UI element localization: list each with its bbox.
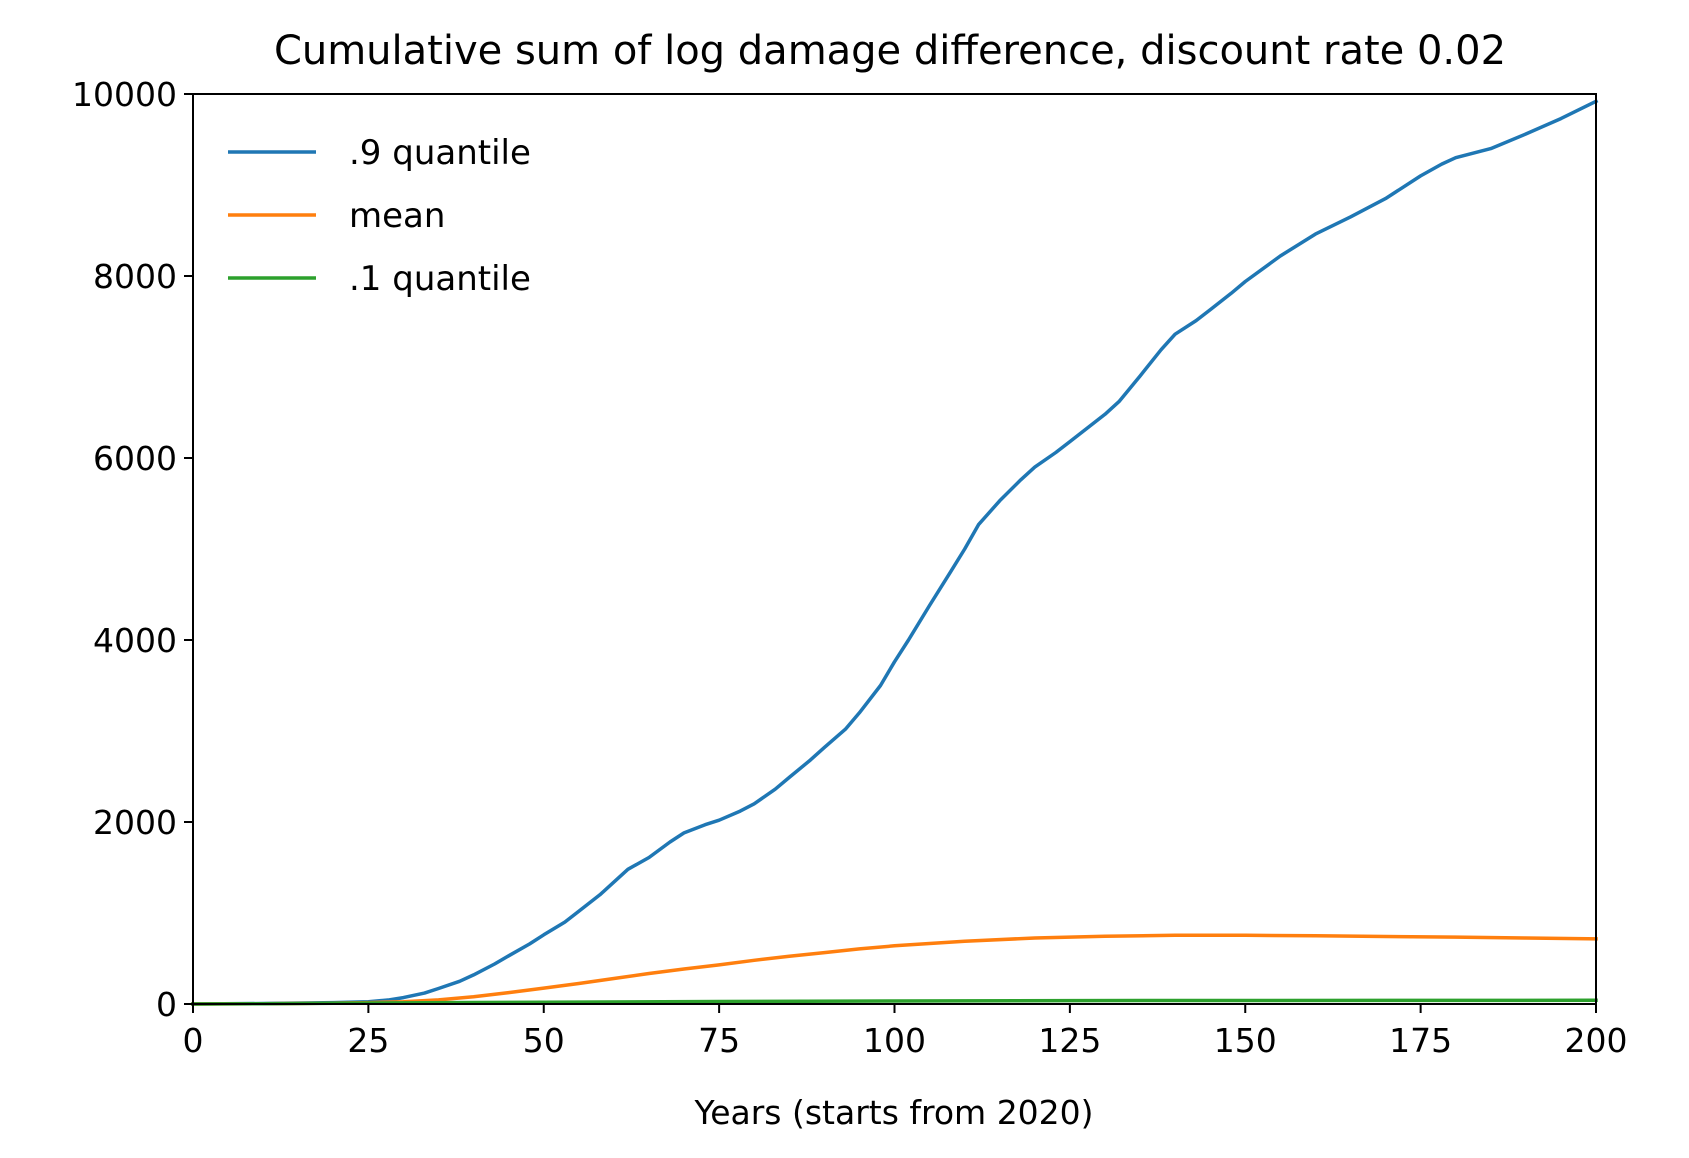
legend-label: .9 quantile: [349, 133, 531, 173]
legend: .9 quantile mean .1 quantile: [228, 133, 531, 299]
x-tick-label: 175: [1389, 1021, 1452, 1060]
x-tick-label: 125: [1038, 1021, 1101, 1060]
x-axis-title: Years (starts from 2020): [693, 1093, 1093, 1132]
x-axis: 0 25 50 75 100 125 150 175 200: [183, 1004, 1628, 1060]
legend-label: .1 quantile: [349, 259, 531, 299]
series-line-1: [191, 933, 1598, 1006]
y-tick-label: 4000: [93, 621, 177, 660]
x-tick-label: 200: [1565, 1021, 1628, 1060]
y-tick-label: 10000: [72, 75, 177, 114]
x-tick-label: 100: [863, 1021, 926, 1060]
y-tick-label: 8000: [93, 257, 177, 296]
y-axis: 0 2000 4000 6000 8000 10000: [72, 75, 193, 1024]
y-tick-label: 6000: [93, 439, 177, 478]
y-tick-label: 0: [156, 985, 177, 1024]
legend-label: mean: [349, 196, 445, 236]
x-tick-label: 0: [183, 1021, 204, 1060]
x-tick-label: 50: [523, 1021, 565, 1060]
x-tick-label: 150: [1214, 1021, 1277, 1060]
chart-title: Cumulative sum of log damage difference,…: [274, 28, 1506, 74]
y-tick-label: 2000: [93, 803, 177, 842]
x-tick-label: 75: [698, 1021, 740, 1060]
x-tick-label: 25: [347, 1021, 389, 1060]
series-lines: [191, 98, 1599, 1006]
series-line-0: [191, 98, 1599, 1006]
